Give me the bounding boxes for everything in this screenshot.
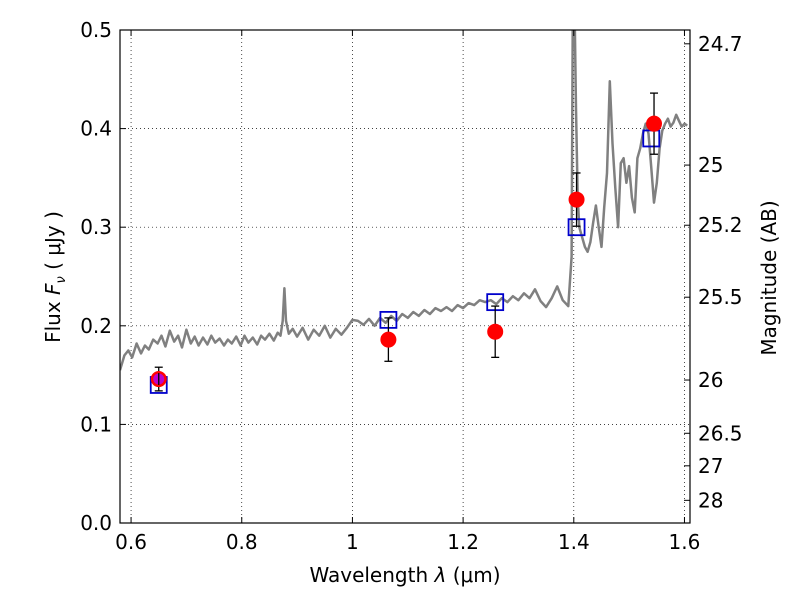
right-tick-label: 26	[698, 368, 723, 392]
y-tick-label: 0.4	[80, 117, 112, 141]
observed-point	[568, 191, 585, 208]
observed-point	[487, 323, 504, 340]
plot-background	[120, 30, 690, 523]
x-tick-label: 1.6	[669, 530, 701, 554]
right-tick-label: 24.7	[698, 32, 743, 56]
observed-point	[646, 115, 663, 132]
ticks: 0.6 0.8 1 1.2 1.4 1.6 0.0 0.1 0.2 0.3 0.4 0.5 24.7 25…	[80, 18, 742, 554]
right-tick-label: 25.5	[698, 285, 743, 309]
y-tick-label: 0.2	[80, 314, 112, 338]
y-tick-label: 0.3	[80, 215, 112, 239]
right-tick-label: 25	[698, 153, 723, 177]
spectrum-line-layer	[120, 30, 688, 371]
observed-flux-layer	[150, 92, 663, 392]
y-tick-label: 0.5	[80, 18, 112, 42]
spectrum-line	[120, 30, 688, 371]
right-tick-label: 26.5	[698, 421, 743, 445]
x-tick-label: 0.6	[115, 530, 147, 554]
x-tick-label: 0.8	[226, 530, 258, 554]
right-tick-label: 28	[698, 488, 723, 512]
x-tick-label: 1.2	[447, 530, 479, 554]
y-axis-label: Flux Fν ( μJy )	[41, 211, 69, 343]
y-tick-label: 0.1	[80, 412, 112, 436]
observed-point	[380, 331, 397, 348]
right-tick-label: 25.2	[698, 213, 743, 237]
y-tick-label: 0.0	[80, 511, 112, 535]
right-tick-label: 27	[698, 454, 723, 478]
x-axis-label: Wavelength λ (μm)	[309, 563, 500, 587]
right-axis-label: Magnitude (AB)	[757, 200, 781, 355]
plot-frame	[119, 29, 691, 524]
x-tick-label: 1.4	[558, 530, 590, 554]
x-tick-label: 1	[346, 530, 359, 554]
